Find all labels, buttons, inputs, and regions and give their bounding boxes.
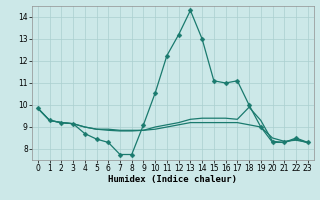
X-axis label: Humidex (Indice chaleur): Humidex (Indice chaleur) [108, 175, 237, 184]
